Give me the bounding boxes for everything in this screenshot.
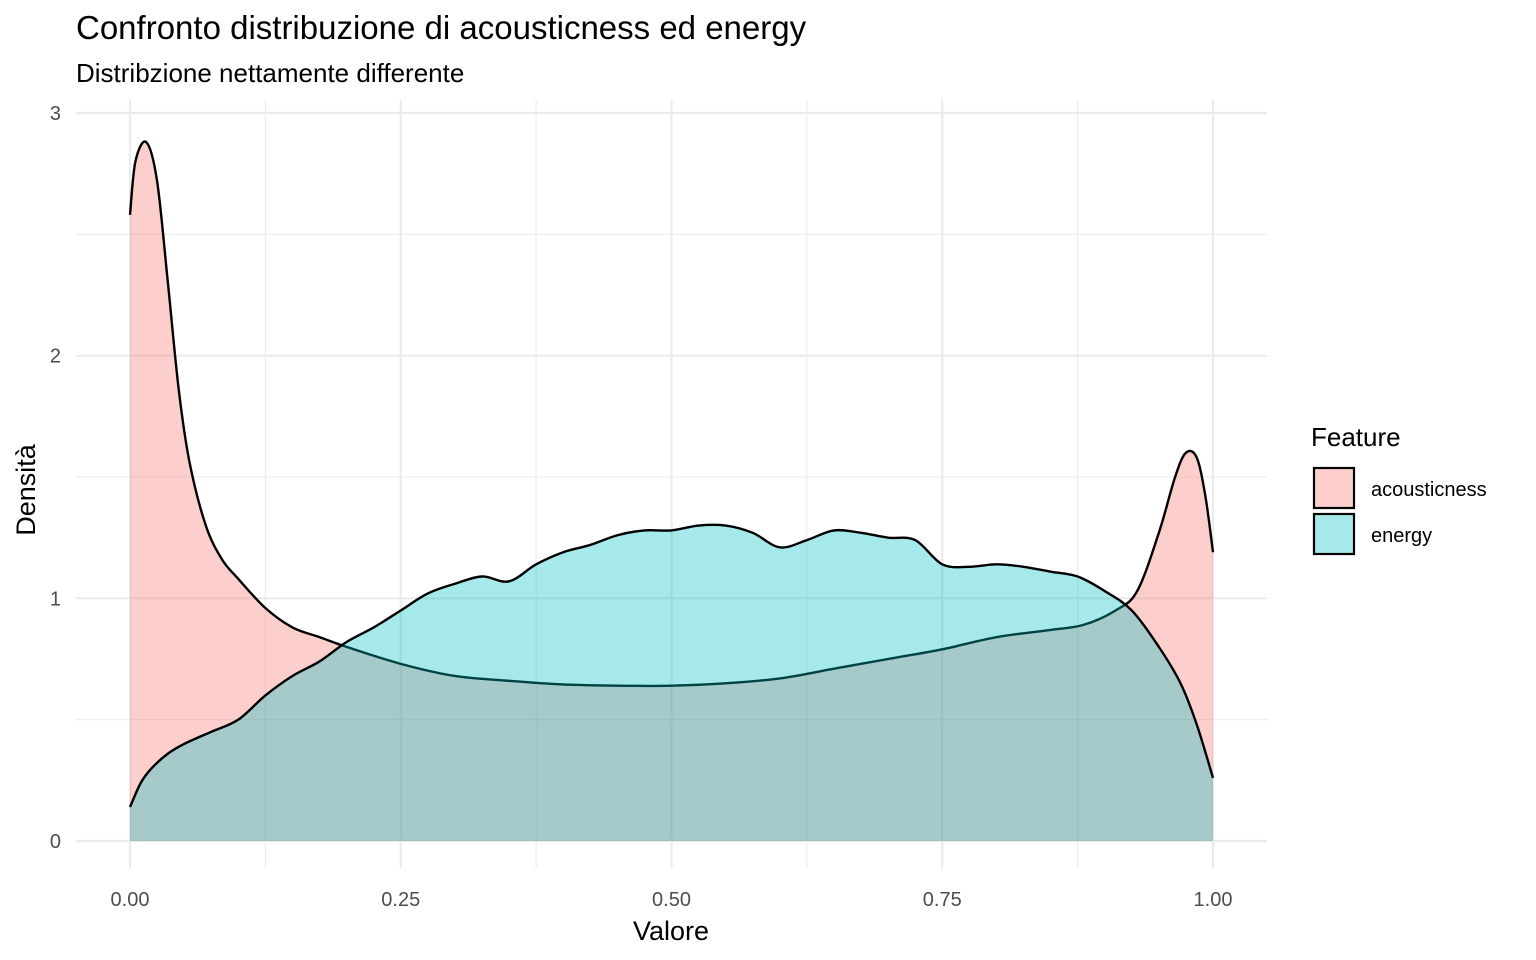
x-tick-label: 1.00 xyxy=(1194,889,1233,911)
chart-subtitle: Distribzione nettamente differente xyxy=(76,58,464,88)
density-areas xyxy=(128,140,1215,842)
y-tick-label: 2 xyxy=(50,346,61,368)
density-area-energy xyxy=(130,524,1213,841)
y-tick-label: 3 xyxy=(50,103,61,125)
y-tick-label: 1 xyxy=(50,588,61,610)
chart-title: Confronto distribuzione di acousticness … xyxy=(76,9,807,46)
grid xyxy=(76,100,1267,868)
x-tick-label: 0.25 xyxy=(381,889,420,911)
density-area-acousticness xyxy=(130,141,1213,842)
legend: Feature acousticness energy xyxy=(1311,422,1487,556)
y-tick-label: 0 xyxy=(50,831,61,853)
legend-key-acousticness xyxy=(1312,466,1356,510)
x-axis-title: Valore xyxy=(633,916,709,946)
x-tick-label: 0.50 xyxy=(652,889,691,911)
legend-title: Feature xyxy=(1311,422,1401,452)
legend-label-energy: energy xyxy=(1371,525,1432,547)
x-tick-label: 0.75 xyxy=(923,889,962,911)
x-tick-label: 0.00 xyxy=(111,889,150,911)
density-line-energy xyxy=(128,523,1215,808)
density-line-acousticness xyxy=(128,140,1215,688)
y-axis-title: Densità xyxy=(11,443,41,536)
legend-key-energy xyxy=(1312,512,1356,556)
axis-ticks: 0.00 0.25 0.50 0.75 1.00 0 1 2 3 xyxy=(50,103,1233,911)
legend-label-acousticness: acousticness xyxy=(1371,479,1487,501)
